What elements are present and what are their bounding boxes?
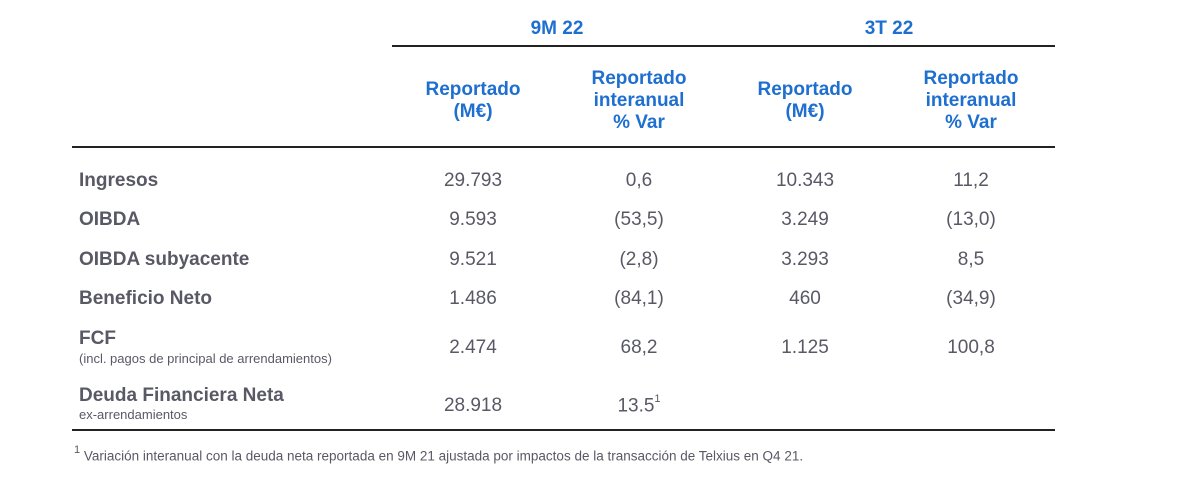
cell-value: 3.293 (781, 249, 829, 270)
footnote-number: 1 (74, 444, 81, 456)
row-label-oibda: OIBDA (79, 209, 141, 230)
header-rule-bottom (72, 146, 1055, 148)
col-header-3t-reportado: Reportado (M€) (757, 79, 853, 122)
col-header-9m-var: Reportado interanual% Var (591, 68, 687, 133)
period-header-3t22: 3T 22 (864, 18, 914, 39)
cell-value: 9.521 (449, 249, 497, 270)
row-sublabel-deuda: ex-arrendamientos (79, 407, 188, 422)
cell-value: (84,1) (614, 288, 664, 309)
cell-value: 8,5 (957, 249, 985, 270)
cell-value: 68,2 (620, 337, 658, 358)
cell-value: 1.486 (449, 288, 497, 309)
footnote-text: Variación interanual con la deuda neta r… (80, 448, 804, 464)
footnote-marker: 1 (654, 393, 661, 405)
cell-value-with-footnote: 13.51 (569, 393, 709, 417)
header-rule-top (392, 45, 1055, 47)
table-bottom-rule (72, 429, 1055, 431)
footnote: 1 Variación interanual con la deuda neta… (74, 444, 804, 464)
cell-value: (53,5) (614, 209, 664, 230)
cell-value: (34,9) (946, 288, 996, 309)
row-label-oibda-subyacente: OIBDA subyacente (79, 249, 250, 270)
col-header-9m-reportado: Reportado (M€) (425, 79, 521, 122)
cell-value: 9.593 (449, 209, 497, 230)
period-header-9m22: 9M 22 (530, 18, 584, 39)
row-label-deuda-financiera-neta: Deuda Financiera Neta (79, 385, 284, 406)
cell-value: 1.125 (781, 337, 829, 358)
cell-value: 100,8 (947, 337, 995, 358)
cell-value: 2.474 (449, 337, 497, 358)
row-label-ingresos: Ingresos (79, 170, 159, 191)
cell-value: (13,0) (946, 209, 996, 230)
cell-value: 460 (789, 288, 821, 309)
cell-value: 13.5 (617, 395, 655, 417)
row-sublabel-fcf: (incl. pagos de principal de arrendamien… (79, 351, 332, 366)
row-label-beneficio-neto: Beneficio Neto (79, 288, 213, 309)
cell-value: 10.343 (775, 170, 835, 191)
col-header-3t-var: Reportado interanual% Var (923, 68, 1019, 133)
cell-value: 29.793 (443, 170, 503, 191)
cell-value: 0,6 (625, 170, 653, 191)
cell-value: 11,2 (953, 170, 989, 191)
cell-value: 28.918 (443, 395, 503, 416)
row-label-fcf: FCF (79, 328, 116, 349)
cell-value: 3.249 (781, 209, 829, 230)
cell-value: (2,8) (619, 249, 659, 270)
